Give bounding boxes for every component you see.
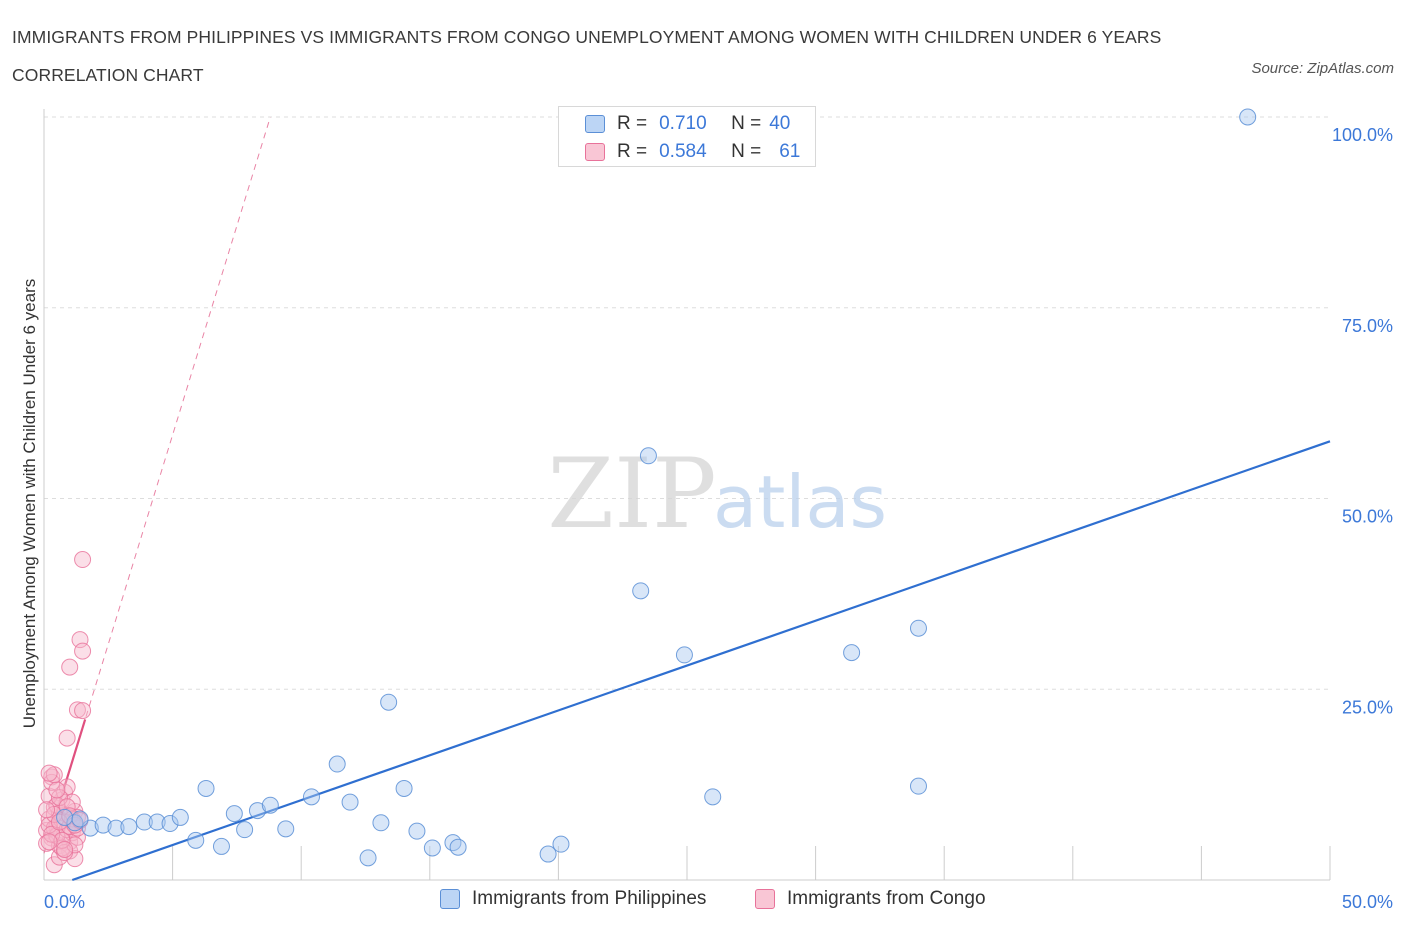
grid-layer xyxy=(44,116,1330,690)
y-tick-label: 75.0% xyxy=(1342,316,1393,336)
legend-label-philippines: Immigrants from Philippines xyxy=(472,888,707,909)
legend-r-label: R = xyxy=(617,141,648,162)
trendline-philippines xyxy=(71,440,1331,882)
point-philippines xyxy=(212,837,230,855)
legend-r-value: 0.710 xyxy=(659,113,707,134)
legend-swatch-philippines xyxy=(440,889,460,909)
point-philippines xyxy=(171,808,189,826)
legend-swatch-congo xyxy=(585,143,605,161)
point-philippines xyxy=(909,777,927,795)
point-philippines xyxy=(395,779,413,797)
legend-item-congo[interactable]: Immigrants from Congo xyxy=(755,888,986,910)
source-label: Source: ZipAtlas.com xyxy=(1251,60,1394,77)
point-philippines xyxy=(341,793,359,811)
point-philippines xyxy=(107,819,125,837)
legend-n-value: 61 xyxy=(779,141,801,162)
legend-swatch-philippines xyxy=(585,115,605,133)
point-congo xyxy=(40,833,58,851)
point-congo xyxy=(58,729,76,747)
y-tick-label: 100.0% xyxy=(1332,125,1393,145)
legend-row-philippines: R = 0.710 N = 40 xyxy=(585,112,790,136)
point-congo xyxy=(56,840,74,858)
point-congo xyxy=(63,793,81,811)
point-philippines xyxy=(380,693,398,711)
points-layer xyxy=(38,108,1257,874)
y-tick-label: 25.0% xyxy=(1342,697,1393,717)
point-philippines xyxy=(408,822,426,840)
legend-item-philippines[interactable]: Immigrants from Philippines xyxy=(440,888,706,910)
chart-title: IMMIGRANTS FROM PHILIPPINES VS IMMIGRANT… xyxy=(12,27,1162,85)
point-philippines xyxy=(909,619,927,637)
point-philippines xyxy=(449,838,467,856)
point-philippines xyxy=(444,834,462,852)
legend-row-congo: R = 0.584 N = 61 xyxy=(585,140,800,164)
axes-layer xyxy=(43,109,1331,881)
point-philippines xyxy=(423,839,441,857)
point-philippines xyxy=(94,816,112,834)
legend-n-label: N = xyxy=(731,113,762,134)
point-philippines xyxy=(704,788,722,806)
legend-label-congo: Immigrants from Congo xyxy=(787,888,986,909)
point-philippines xyxy=(71,810,89,828)
point-congo xyxy=(66,836,84,854)
y-axis-title: Unemployment Among Women with Children U… xyxy=(20,279,39,728)
point-congo xyxy=(38,801,56,819)
point-philippines xyxy=(261,796,279,814)
point-congo xyxy=(74,702,92,720)
watermark-zip: ZIP xyxy=(547,438,716,550)
point-philippines xyxy=(328,755,346,773)
point-philippines xyxy=(225,805,243,823)
point-philippines xyxy=(639,447,657,465)
trendline-congo-extension xyxy=(43,116,271,854)
point-philippines xyxy=(135,813,153,831)
point-philippines xyxy=(197,779,215,797)
point-philippines xyxy=(675,646,693,664)
point-philippines xyxy=(161,815,179,833)
point-philippines xyxy=(56,808,74,826)
point-philippines xyxy=(277,820,295,838)
labels-layer: 25.0% 50.0% 75.0% 100.0% 0.0% 50.0% Unemployme… xyxy=(20,125,1393,912)
point-philippines xyxy=(302,788,320,806)
y-tick-label: 50.0% xyxy=(1342,507,1393,527)
point-philippines xyxy=(1239,108,1257,126)
point-philippines xyxy=(120,818,138,836)
point-philippines xyxy=(843,644,861,662)
legend-r-value: 0.584 xyxy=(659,141,707,162)
point-philippines xyxy=(359,849,377,867)
legend-n-value: 40 xyxy=(769,113,791,134)
x-tick-label: 0.0% xyxy=(44,892,85,912)
point-philippines xyxy=(248,802,266,820)
point-philippines xyxy=(187,831,205,849)
legend-r-label: R = xyxy=(617,113,648,134)
point-congo xyxy=(68,701,86,719)
legend-n-label: N = xyxy=(731,141,762,162)
point-philippines xyxy=(236,821,254,839)
correlation-legend: R = 0.710 N = 40 R = 0.584 N = 61 xyxy=(558,106,816,167)
point-philippines xyxy=(148,813,166,831)
point-philippines xyxy=(539,845,557,863)
legend-swatch-congo xyxy=(755,889,775,909)
point-congo xyxy=(61,658,79,676)
point-congo xyxy=(48,781,66,799)
series-legend: Immigrants from Philippines Immigrants f… xyxy=(0,888,1406,916)
point-congo xyxy=(40,764,58,782)
point-congo xyxy=(74,642,92,660)
watermark: ZIP atlas xyxy=(547,438,887,550)
point-philippines xyxy=(632,582,650,600)
watermark-atlas: atlas xyxy=(713,460,887,544)
point-philippines xyxy=(372,814,390,832)
x-tick-label: 50.0% xyxy=(1342,892,1393,912)
point-congo xyxy=(74,551,92,569)
point-philippines xyxy=(552,835,570,853)
